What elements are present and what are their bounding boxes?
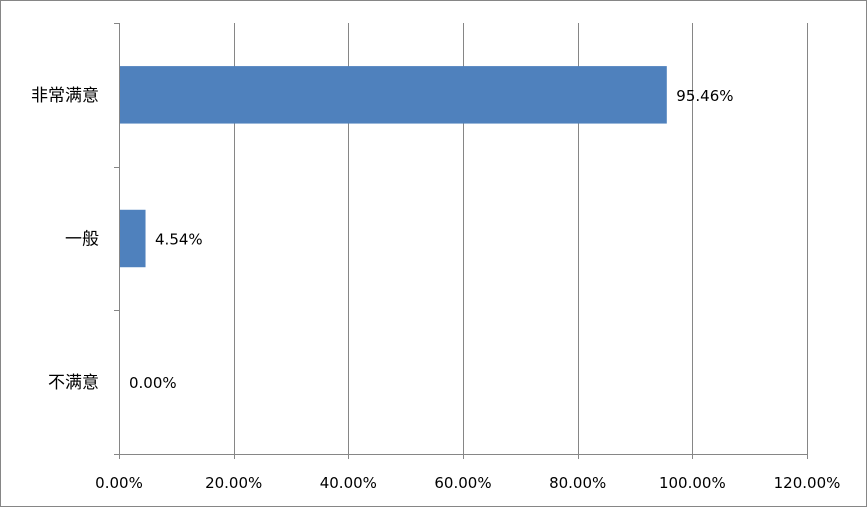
axes bbox=[114, 23, 808, 459]
x-tick-label: 20.00% bbox=[205, 474, 262, 492]
bars bbox=[119, 66, 667, 268]
bar bbox=[119, 209, 146, 268]
category-label: 非常满意 bbox=[31, 86, 99, 106]
bar bbox=[119, 66, 667, 124]
x-tick-label: 60.00% bbox=[434, 474, 491, 492]
data-label: 0.00% bbox=[129, 374, 177, 392]
x-tick-label: 120.00% bbox=[774, 474, 841, 492]
x-tick-label: 100.00% bbox=[659, 474, 726, 492]
x-tick-label: 40.00% bbox=[320, 474, 377, 492]
x-tick-label: 0.00% bbox=[95, 474, 143, 492]
category-label: 不满意 bbox=[48, 373, 99, 393]
labels: 非常满意 95.46% 一般 4.54% 不满意 0.00% 0.00% 20.00% 40.0… bbox=[31, 86, 840, 492]
data-label: 95.46% bbox=[676, 87, 733, 105]
x-tick-label: 80.00% bbox=[549, 474, 606, 492]
category-label: 一般 bbox=[65, 230, 99, 250]
data-label: 4.54% bbox=[155, 231, 203, 249]
